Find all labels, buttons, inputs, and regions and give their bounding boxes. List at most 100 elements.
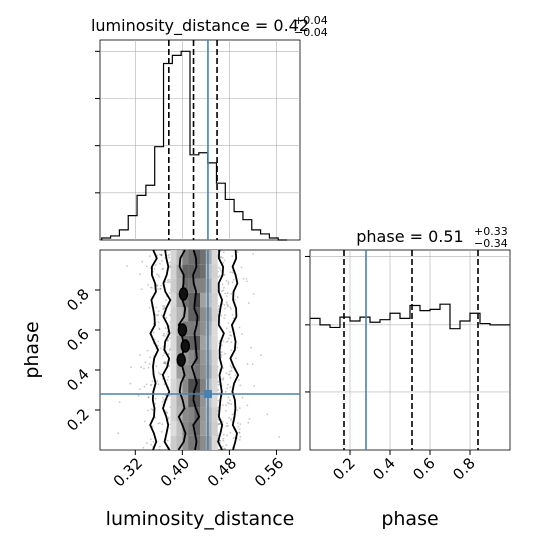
joint-scatter-point [167, 254, 170, 257]
joint-scatter-point [246, 404, 249, 407]
joint-scatter-point [163, 332, 165, 335]
joint-xtick-label: 0.56 [251, 454, 287, 490]
joint-scatter-point [227, 383, 229, 386]
joint-ytick-label: 0.4 [63, 365, 93, 395]
joint-scatter-point [151, 380, 154, 382]
joint-scatter-point [168, 394, 171, 397]
joint-scatter-point [165, 412, 168, 414]
joint-density-cell [205, 421, 212, 436]
joint-scatter-point [157, 314, 160, 316]
joint-scatter-point [221, 420, 224, 423]
joint-density-cell [200, 364, 206, 379]
joint-density-cell [188, 321, 195, 336]
joint-scatter-point [227, 373, 230, 376]
joint-scatter-point [225, 444, 228, 446]
joint-density-cell [200, 421, 206, 436]
joint-scatter-point [230, 334, 233, 337]
joint-scatter-point [238, 407, 241, 409]
joint-scatter-point [220, 269, 222, 272]
joint-density-cell [182, 278, 189, 293]
joint-scatter-point [160, 284, 163, 287]
joint-scatter-point [168, 349, 171, 352]
joint-scatter-point [151, 409, 154, 411]
joint-contour-line [149, 249, 160, 451]
joint-scatter-point [218, 422, 221, 425]
joint-scatter-point [162, 362, 165, 364]
joint-scatter-point [229, 331, 231, 334]
joint-scatter-point [162, 354, 165, 357]
joint-scatter-point [139, 273, 141, 276]
joint-scatter-point [154, 397, 157, 400]
joint-scatter-point [167, 376, 170, 378]
joint-scatter-point [226, 401, 229, 404]
joint-scatter-point [150, 383, 153, 386]
joint-scatter-point [230, 369, 233, 372]
joint-panel: 0.32 0.40 0.48 0.56 0.2 0.4 0.6 0.8 luminosity… [21, 249, 301, 530]
joint-scatter-point [164, 327, 167, 330]
joint-scatter-point [156, 380, 159, 382]
joint-contour-line [161, 249, 172, 451]
joint-density-cell [200, 307, 206, 322]
ld-histogram-frame [99, 39, 301, 241]
joint-density-cell [188, 292, 195, 308]
joint-density-cell [211, 364, 218, 379]
joint-xtick-label: 0.40 [157, 454, 193, 490]
joint-scatter-point [220, 354, 223, 356]
joint-scatter-point [168, 337, 171, 339]
joint-scatter-point [147, 284, 150, 286]
joint-scatter-point [161, 423, 164, 426]
joint-scatter-point [166, 379, 169, 381]
joint-density-cell [176, 278, 183, 293]
joint-scatter-point [158, 327, 161, 330]
y-axis-label-phase: phase [21, 321, 43, 378]
joint-scatter-point [146, 349, 149, 352]
joint-scatter-point [126, 265, 128, 267]
phase-title-minus: −0.34 [474, 237, 508, 250]
joint-density-cell [176, 335, 183, 350]
joint-density-cell [205, 264, 212, 279]
joint-density-cell [211, 321, 218, 336]
joint-scatter-point [161, 260, 163, 262]
joint-scatter-point [223, 304, 226, 306]
ld-title-param: luminosity_distance [91, 16, 250, 36]
joint-scatter-point [229, 376, 232, 379]
joint-scatter-point [224, 390, 227, 393]
joint-scatter-point [250, 346, 252, 349]
joint-scatter-point [229, 271, 232, 274]
joint-scatter-point [222, 437, 225, 440]
joint-density-cell [188, 307, 195, 322]
joint-density-cell [182, 421, 189, 436]
joint-scatter-point [162, 267, 165, 270]
joint-scatter-point [222, 439, 225, 442]
joint-scatter-point [156, 284, 158, 287]
joint-scatter-point [157, 422, 160, 425]
joint-density-cell [200, 321, 206, 336]
joint-scatter-point [226, 295, 228, 297]
joint-scatter-point [167, 416, 170, 419]
joint-density-cell [211, 278, 218, 293]
joint-density-cell [182, 392, 189, 408]
joint-scatter-point [237, 422, 239, 424]
joint-scatter-point [224, 352, 226, 355]
joint-truth-point [203, 390, 212, 398]
phase-title: phase = 0.51 [356, 227, 463, 246]
joint-scatter-point [251, 363, 254, 366]
joint-scatter-point [167, 418, 170, 420]
joint-scatter-point [226, 292, 229, 295]
joint-scatter-point [229, 432, 232, 434]
joint-scatter-point [219, 249, 222, 251]
joint-scatter-point [150, 443, 153, 446]
joint-scatter-point [217, 423, 220, 425]
joint-density-cell [170, 421, 177, 436]
joint-scatter-point [230, 403, 233, 406]
joint-scatter-point [238, 431, 241, 434]
joint-scatter-point [163, 307, 165, 310]
joint-scatter-point [148, 363, 151, 365]
joint-scatter-point [162, 308, 164, 311]
joint-density-cell [205, 335, 212, 350]
joint-scatter-point [229, 365, 232, 367]
joint-scatter-point [245, 278, 248, 280]
joint-density-cell [188, 335, 195, 350]
joint-scatter-point [232, 317, 235, 320]
joint-scatter-point [221, 344, 223, 347]
